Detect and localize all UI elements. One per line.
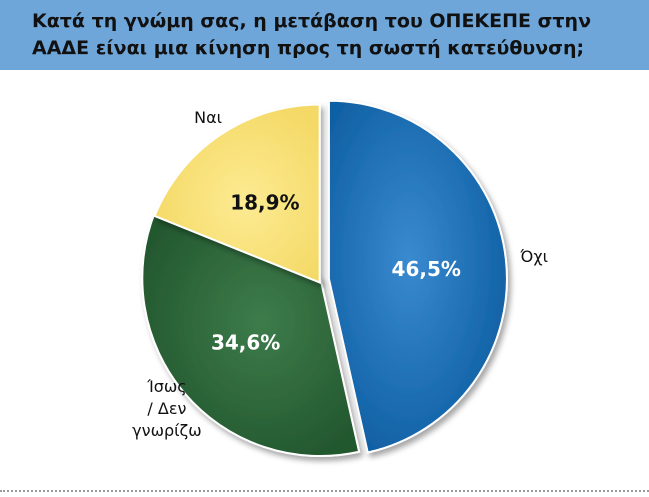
slice-nai [153,103,321,284]
value-isos-den-gnorizo: 34,6% [211,330,280,354]
chart-title-line-1: Κατά τη γνώμη σας, η μετάβαση του ΟΠΕΚΕΠ… [32,10,592,32]
footer-divider [0,490,649,492]
label-ochi: Όχι [519,247,548,266]
title-banner [0,0,649,70]
slice-ochi [327,99,508,454]
label-nai: Ναι [194,108,222,127]
chart-title: Κατά τη γνώμη σας, η μετάβαση του ΟΠΕΚΕΠ… [32,8,632,62]
chart-title-line-2: ΑΑΔΕ είναι μια κίνηση προς τη σωστή κατε… [32,37,585,59]
value-nai: 18,9% [230,190,299,214]
value-ochi: 46,5% [392,257,461,281]
label-isos-den-gnorizo: Ίσως / Δεν γνωρίζω [132,377,201,440]
